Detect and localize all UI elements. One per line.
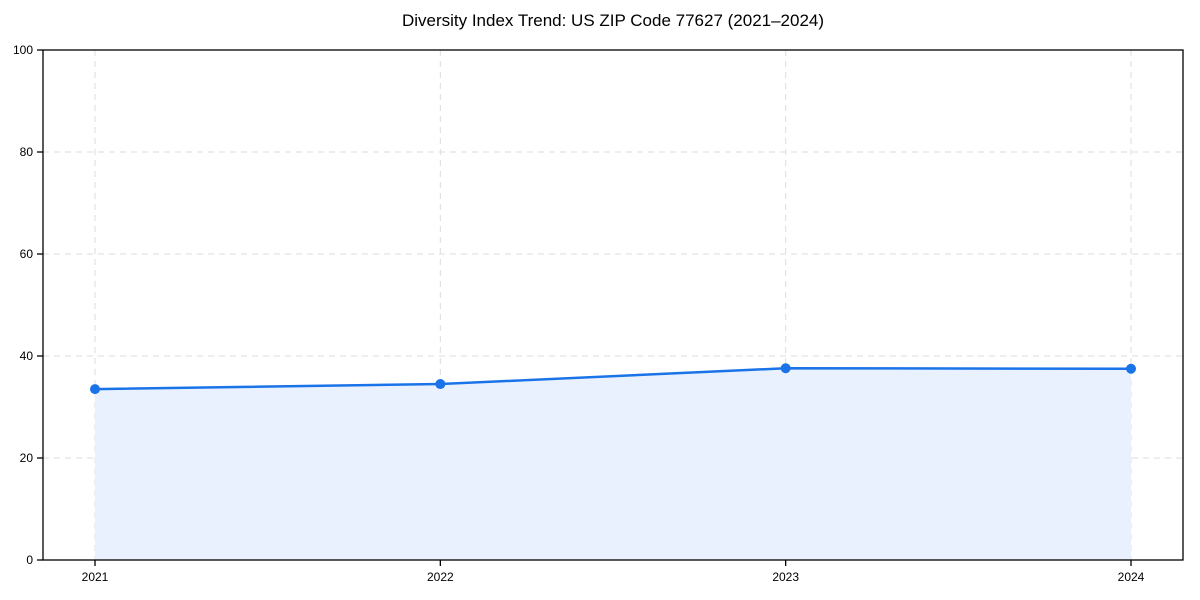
y-tick-label: 40 [20,349,34,363]
data-point-marker [90,384,100,395]
series-area-fill [95,368,1131,560]
x-tick-label: 2023 [772,570,799,584]
plot-border [42,49,1184,561]
data-point-marker [435,379,446,390]
x-tick-label: 2021 [82,570,109,584]
data-point-marker [780,363,791,374]
y-tick-label: 0 [26,553,33,567]
y-tick-label: 20 [20,451,34,465]
x-tick-label: 2022 [427,570,454,584]
series-line [93,366,1133,391]
x-tick-label: 2024 [1118,570,1145,584]
data-point-marker [1126,363,1136,374]
y-tick-label: 100 [13,43,33,57]
chart-title: Diversity Index Trend: US ZIP Code 77627… [401,11,825,30]
y-tick-label: 80 [20,145,34,159]
y-tick-label: 60 [20,247,34,261]
